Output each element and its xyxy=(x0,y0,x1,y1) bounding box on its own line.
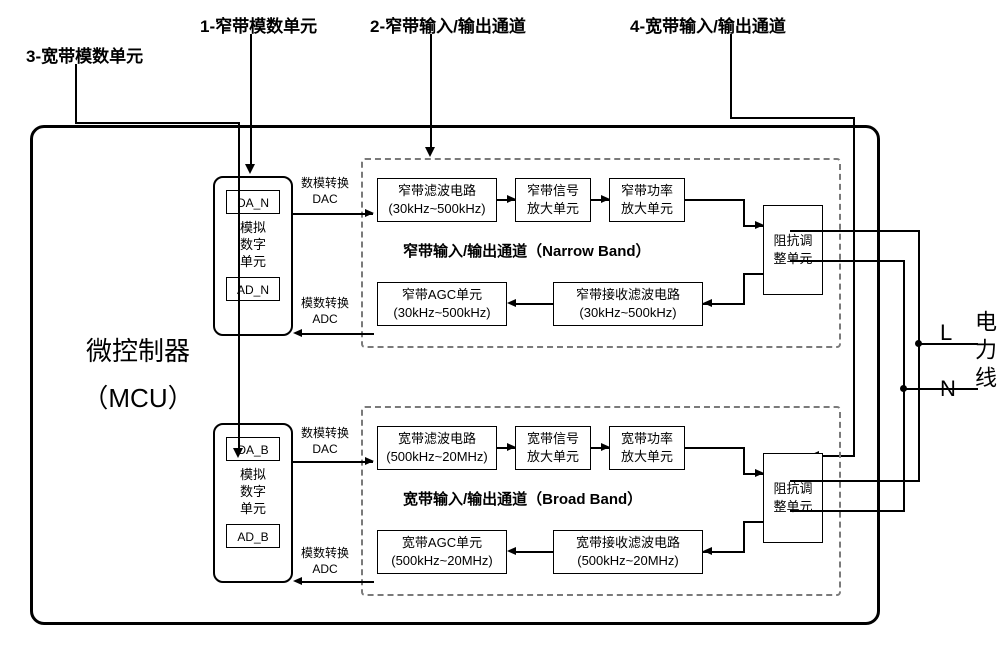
adc-n-m2: 数字 xyxy=(240,237,266,252)
bb-agc: 宽带AGC单元(500kHz~20MHz) xyxy=(377,530,507,574)
ad-n: AD_N xyxy=(226,277,280,301)
a3 xyxy=(685,199,745,201)
leader-3v xyxy=(75,64,77,124)
s6: DAC xyxy=(312,442,337,456)
adc-b-box: DA_B 模拟 数字 单元 AD_B xyxy=(213,423,293,583)
b3v xyxy=(743,447,745,475)
pl2 xyxy=(790,260,905,262)
nb-filter: 窄带滤波电路(30kHz~500kHz) xyxy=(377,178,497,222)
s8: ADC xyxy=(312,562,337,576)
b5a xyxy=(507,547,516,555)
mcu-container: 微控制器 （MCU） DA_N 模拟 数字 单元 AD_N DA_B 模拟 数字… xyxy=(30,125,880,625)
dot-n xyxy=(900,385,907,392)
nb-pwramp: 窄带功率放大单元 xyxy=(609,178,685,222)
cn1 xyxy=(293,213,373,215)
side-dac-b: 数模转换 DAC xyxy=(301,426,349,457)
mcu-line2: （MCU） xyxy=(82,383,193,413)
da-n: DA_N xyxy=(226,190,280,214)
a2h xyxy=(601,195,610,203)
nb-sigamp: 窄带信号放大单元 xyxy=(515,178,591,222)
bb-imp: 阻抗调整单元 xyxy=(763,453,823,543)
nb-imp: 阻抗调整单元 xyxy=(763,205,823,295)
label-powerline: 电力线 xyxy=(968,310,1000,394)
nb-channel: 窄带滤波电路(30kHz~500kHz) 窄带信号放大单元 窄带功率放大单元 阻… xyxy=(361,158,841,348)
b2h xyxy=(601,443,610,451)
dot-l xyxy=(915,340,922,347)
b4v xyxy=(743,521,745,551)
adc-n-box: DA_N 模拟 数字 单元 AD_N xyxy=(213,176,293,336)
side-adc-b: 模数转换 ADC xyxy=(301,546,349,577)
a3v xyxy=(743,199,745,227)
adc-n-mid: 模拟 数字 单元 xyxy=(215,220,291,271)
s3: 模数转换 xyxy=(301,296,349,310)
a5a xyxy=(507,299,516,307)
s1: 数模转换 xyxy=(301,176,349,190)
b4h xyxy=(743,521,763,523)
ad-b: AD_B xyxy=(226,524,280,548)
b4a xyxy=(703,547,712,555)
pl1 xyxy=(790,230,920,232)
a4v xyxy=(743,273,745,303)
bb-pwramp: 宽带功率放大单元 xyxy=(609,426,685,470)
cb1a xyxy=(365,457,374,465)
b1h xyxy=(507,443,516,451)
nb-rxfilter: 窄带接收滤波电路(30kHz~500kHz) xyxy=(553,282,703,326)
bb-title: 宽带输入/输出通道（Broad Band） xyxy=(403,488,642,509)
s4: ADC xyxy=(312,312,337,326)
nb-title: 窄带输入/输出通道（Narrow Band） xyxy=(403,240,651,261)
a1h xyxy=(507,195,516,203)
adc-b-m3: 单元 xyxy=(240,501,266,516)
adc-n-m1: 模拟 xyxy=(240,220,266,235)
cb2a xyxy=(293,577,302,585)
s5: 数模转换 xyxy=(301,426,349,440)
b5 xyxy=(515,551,553,553)
a5 xyxy=(515,303,553,305)
mcu-label: 微控制器 （MCU） xyxy=(53,328,223,422)
cn1a xyxy=(365,209,374,217)
leader-4h xyxy=(730,117,855,119)
cn2a xyxy=(293,329,302,337)
adc-b-m1: 模拟 xyxy=(240,467,266,482)
adc-b-mid: 模拟 数字 单元 xyxy=(215,467,291,518)
leader-3h xyxy=(75,122,240,124)
label-2: 2-窄带输入/输出通道 xyxy=(370,12,526,37)
bb-filter: 宽带滤波电路(500kHz~20MHz) xyxy=(377,426,497,470)
pl10 xyxy=(903,388,905,512)
label-4: 4-宽带输入/输出通道 xyxy=(630,12,786,37)
da-b: DA_B xyxy=(226,437,280,461)
pl4 xyxy=(903,260,905,390)
pl7 xyxy=(790,480,920,482)
a3a xyxy=(755,221,764,229)
pl3 xyxy=(918,230,920,345)
pl9 xyxy=(918,343,920,482)
nb-agc: 窄带AGC单元(30kHz~500kHz) xyxy=(377,282,507,326)
label-L: L xyxy=(940,320,952,346)
adc-b-m2: 数字 xyxy=(240,484,266,499)
bb-channel: 宽带滤波电路(500kHz~20MHz) 宽带信号放大单元 宽带功率放大单元 阻… xyxy=(361,406,841,596)
bb-sigamp: 宽带信号放大单元 xyxy=(515,426,591,470)
s7: 模数转换 xyxy=(301,546,349,560)
cn2 xyxy=(300,333,374,335)
a4h xyxy=(743,273,763,275)
mcu-line1: 微控制器 xyxy=(86,336,190,366)
bb-rxfilter: 宽带接收滤波电路(500kHz~20MHz) xyxy=(553,530,703,574)
b3a xyxy=(755,469,764,477)
label-N: N xyxy=(940,376,956,402)
side-adc-n: 模数转换 ADC xyxy=(301,296,349,327)
leader-4v xyxy=(730,34,732,119)
label-1: 1-窄带模数单元 xyxy=(200,12,317,37)
label-3: 3-宽带模数单元 xyxy=(26,42,143,67)
b3 xyxy=(685,447,745,449)
cb2 xyxy=(300,581,374,583)
adc-n-m3: 单元 xyxy=(240,254,266,269)
cb1 xyxy=(293,461,373,463)
pl8 xyxy=(790,510,905,512)
a4a xyxy=(703,299,712,307)
s2: DAC xyxy=(312,192,337,206)
side-dac-n: 数模转换 DAC xyxy=(301,176,349,207)
